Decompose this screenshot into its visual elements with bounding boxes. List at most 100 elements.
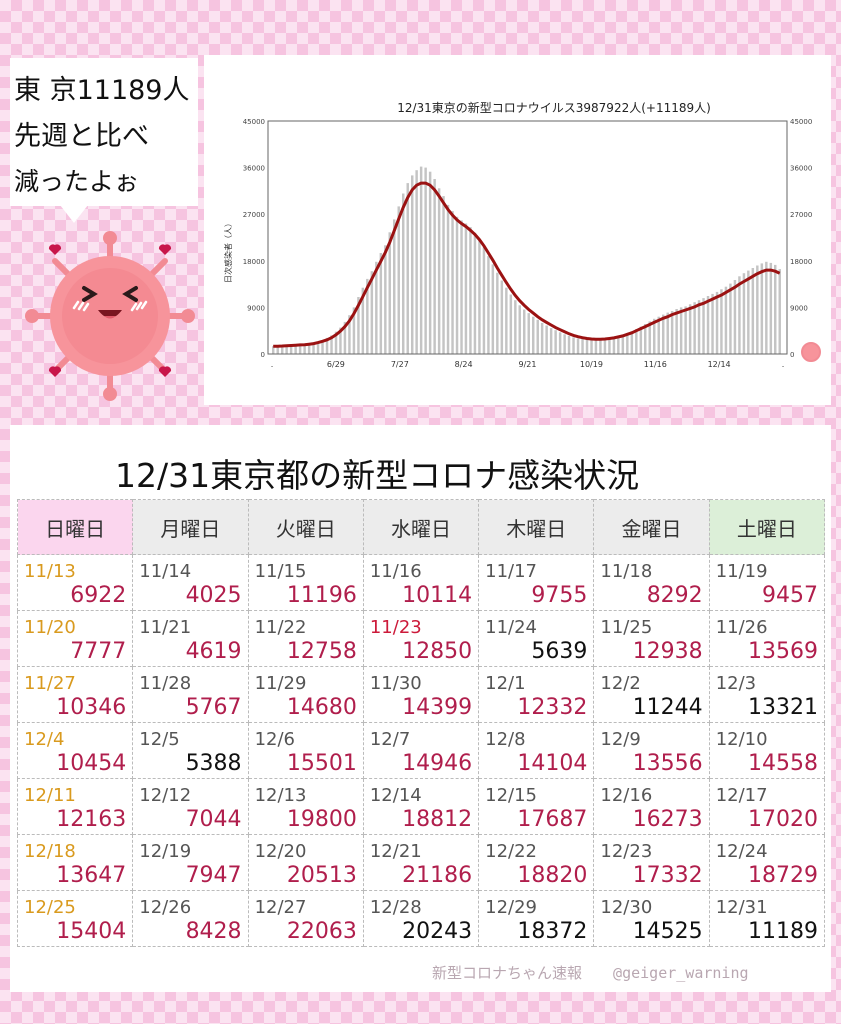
chart-title: 12/31東京の新型コロナウイルス3987922人(+11189人) xyxy=(397,100,711,115)
virus-mascot-icon xyxy=(25,231,195,401)
bar xyxy=(348,315,351,354)
day-cell: 11/22 12758 xyxy=(247,610,364,667)
bar xyxy=(397,206,400,354)
cell-value: 14399 xyxy=(402,695,473,720)
cell-value: 7947 xyxy=(185,863,242,888)
cell-value: 15501 xyxy=(286,751,357,776)
cell-date: 11/29 xyxy=(254,673,307,694)
bar xyxy=(289,345,293,354)
average-line xyxy=(273,181,781,348)
day-cell: 12/31 11189 xyxy=(708,890,826,947)
bar xyxy=(742,273,746,354)
cell-value: 13321 xyxy=(748,695,818,720)
cell-value: 4025 xyxy=(185,583,242,608)
bar xyxy=(523,309,526,354)
cell-date: 12/27 xyxy=(254,897,307,918)
day-cell: 12/27 22063 xyxy=(247,890,364,947)
bar xyxy=(388,232,391,354)
day-cell: 11/16 10114 xyxy=(362,554,480,611)
cell-date: 12/18 xyxy=(24,841,76,862)
day-cell: 11/20 7777 xyxy=(16,610,134,667)
y-tick-left: 36000 xyxy=(243,165,265,173)
bar xyxy=(608,338,611,354)
cell-value: 13569 xyxy=(748,639,818,664)
cell-value: 14525 xyxy=(632,919,703,944)
cell-value: 7044 xyxy=(185,807,242,832)
bar xyxy=(765,261,768,354)
bar xyxy=(491,264,495,354)
table-panel: 12/31東京都の新型コロナ感染状況 日曜日 月曜日 火曜日 水曜日 木曜日 金… xyxy=(10,425,831,992)
bubble-line-3: 減ったよぉ xyxy=(14,167,140,196)
table-row: 11/20 7777 11/21 4619 11/22 12758 11/23 12850 11… xyxy=(16,610,826,667)
bar xyxy=(599,339,602,354)
bar xyxy=(518,305,521,354)
y-tick-right: 0 xyxy=(790,351,794,359)
bar xyxy=(469,227,472,354)
bar xyxy=(626,333,629,354)
cell-date: 12/24 xyxy=(715,841,768,862)
cell-value: 8292 xyxy=(646,583,703,608)
bar xyxy=(720,289,723,354)
cell-date: 12/29 xyxy=(485,897,537,918)
cell-value: 11196 xyxy=(286,583,357,608)
cell-date: 12/8 xyxy=(485,729,526,750)
bar xyxy=(442,196,445,354)
bar xyxy=(688,304,692,354)
cell-date: 12/23 xyxy=(600,841,653,862)
bar xyxy=(729,283,732,354)
bar xyxy=(281,346,284,354)
cell-value: 12758 xyxy=(286,639,357,664)
bar xyxy=(621,334,625,354)
day-cell: 12/3 13321 xyxy=(708,666,826,723)
header-sunday: 日曜日 xyxy=(16,499,134,555)
day-cell: 12/6 15501 xyxy=(247,722,364,779)
x-tick-label: 9/21 xyxy=(519,360,537,369)
day-cell: 12/5 5388 xyxy=(132,722,249,779)
bar xyxy=(603,339,607,354)
cell-date: 12/2 xyxy=(600,673,641,694)
bar xyxy=(285,345,288,354)
bar xyxy=(738,276,741,354)
cell-value: 14104 xyxy=(517,751,588,776)
cell-value: 12850 xyxy=(402,639,473,664)
bubble-line-2: 先週と比べ xyxy=(14,121,149,152)
bar xyxy=(437,188,441,354)
cell-value: 20243 xyxy=(402,919,473,944)
bar xyxy=(276,345,279,354)
bar xyxy=(545,325,548,354)
day-cell: 11/29 14680 xyxy=(247,666,364,723)
day-cell: 12/14 18812 xyxy=(362,778,480,835)
cell-date: 12/3 xyxy=(715,673,757,694)
cell-date: 12/9 xyxy=(600,729,641,750)
cell-date: 12/16 xyxy=(600,785,653,806)
bar xyxy=(505,287,508,354)
header-saturday: 土曜日 xyxy=(708,499,826,555)
bar xyxy=(334,331,338,354)
cell-date: 11/27 xyxy=(24,673,76,694)
bar xyxy=(415,170,418,354)
bar-series xyxy=(272,166,781,354)
bar xyxy=(657,316,660,354)
bar xyxy=(384,245,387,354)
bar xyxy=(316,341,320,354)
bar xyxy=(670,311,674,354)
bar xyxy=(532,316,535,354)
bar xyxy=(639,326,643,354)
y-tick-right: 18000 xyxy=(790,258,812,266)
bar xyxy=(379,253,383,354)
plot-frame xyxy=(267,120,788,355)
day-cell: 12/8 14104 xyxy=(478,722,595,779)
day-cell: 12/26 8428 xyxy=(132,890,249,947)
day-cell: 12/13 19800 xyxy=(247,778,364,835)
bar xyxy=(527,313,530,354)
day-cell: 11/19 9457 xyxy=(708,554,826,611)
bar xyxy=(500,280,504,354)
day-cell: 12/11 12163 xyxy=(16,778,134,835)
day-cell: 11/30 14399 xyxy=(362,666,480,723)
bar xyxy=(352,307,356,354)
bar xyxy=(451,211,454,354)
cell-date: 11/28 xyxy=(139,673,192,694)
header-monday: 月曜日 xyxy=(132,499,249,555)
cell-date: 12/30 xyxy=(600,897,653,918)
bar xyxy=(343,321,347,354)
